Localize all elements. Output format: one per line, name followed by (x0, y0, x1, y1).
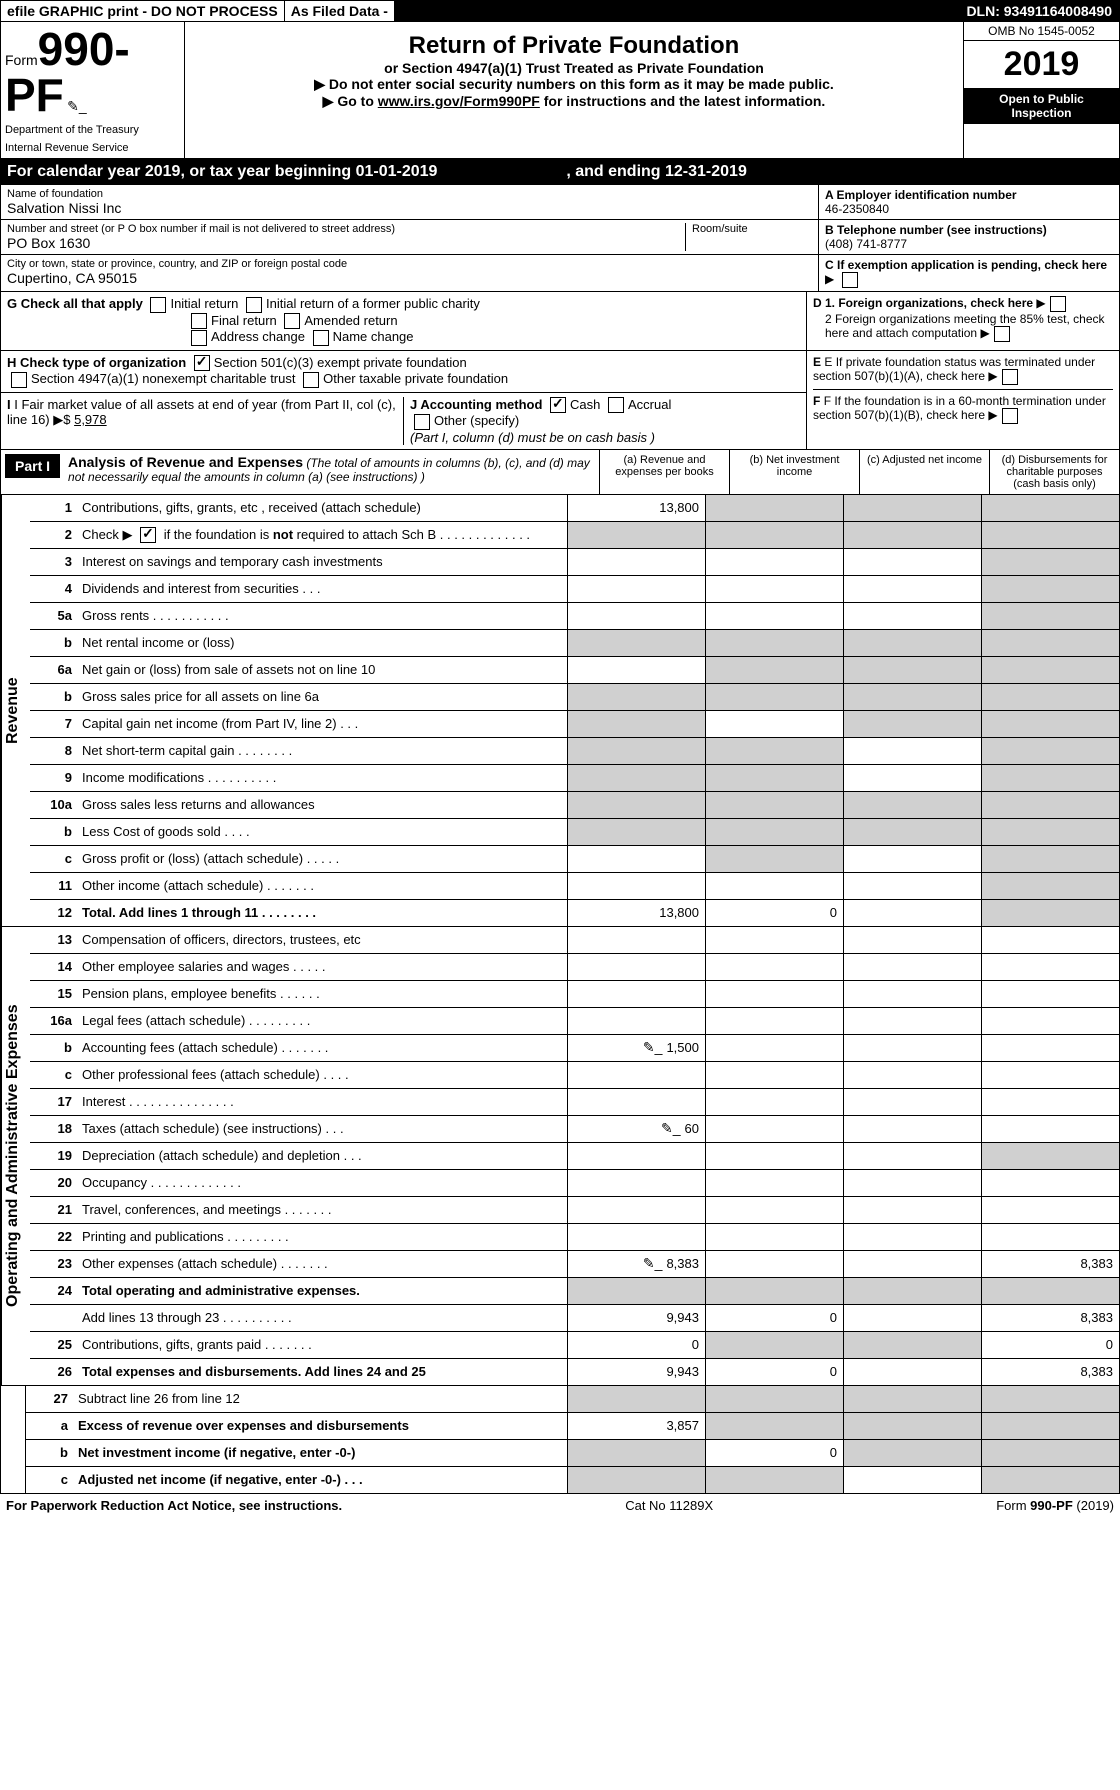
final-return-checkbox[interactable] (191, 313, 207, 329)
calendar-year-bar: For calendar year 2019, or tax year begi… (1, 159, 1119, 185)
line-5b: b Net rental income or (loss) (30, 630, 1119, 657)
line-17: 17Interest . . . . . . . . . . . . . . . (30, 1089, 1119, 1116)
irs-link[interactable]: www.irs.gov/Form990PF (378, 93, 540, 109)
f-checkbox[interactable] (1002, 408, 1018, 424)
col-a-header: (a) Revenue and expenses per books (599, 450, 729, 494)
exemption-row: C If exemption application is pending, c… (819, 255, 1119, 291)
line-15: 15Pension plans, employee benefits . . .… (30, 981, 1119, 1008)
foundation-info: Name of foundation Salvation Nissi Inc N… (1, 185, 1119, 292)
form-header: Form990-PF ✎_ Department of the Treasury… (1, 22, 1119, 159)
line-6a: 6a Net gain or (loss) from sale of asset… (30, 657, 1119, 684)
exemption-checkbox[interactable] (842, 272, 858, 288)
line-5a: 5a Gross rents . . . . . . . . . . . (30, 603, 1119, 630)
checks-section: G Check all that apply Initial return In… (1, 292, 1119, 351)
line-7: 7 Capital gain net income (from Part IV,… (30, 711, 1119, 738)
omb-block: OMB No 1545-0052 2019 Open to Public Ins… (963, 22, 1119, 158)
revenue-section: Revenue 1 Contributions, gifts, grants, … (1, 495, 1119, 926)
part1-header: Part I Analysis of Revenue and Expenses … (1, 450, 1119, 495)
line-8: 8 Net short-term capital gain . . . . . … (30, 738, 1119, 765)
line-1: 1 Contributions, gifts, grants, etc , re… (30, 495, 1119, 522)
address-row: Number and street (or P O box number if … (1, 220, 818, 255)
line-18: 18Taxes (attach schedule) (see instructi… (30, 1116, 1119, 1143)
col-c-header: (c) Adjusted net income (859, 450, 989, 494)
form-container: efile GRAPHIC print - DO NOT PROCESS As … (0, 0, 1120, 1494)
line-27: 27Subtract line 26 from line 12 (26, 1386, 1119, 1413)
line-10a: 10a Gross sales less returns and allowan… (30, 792, 1119, 819)
other-method-checkbox[interactable] (414, 414, 430, 430)
phone-row: B Telephone number (see instructions) (4… (819, 220, 1119, 255)
as-filed: As Filed Data - (285, 1, 395, 21)
line-20: 20Occupancy . . . . . . . . . . . . . (30, 1170, 1119, 1197)
d2-checkbox[interactable] (994, 326, 1010, 342)
line-24: 24Total operating and administrative exp… (30, 1278, 1119, 1305)
line-23: 23Other expenses (attach schedule) . . .… (30, 1251, 1119, 1278)
accrual-checkbox[interactable] (608, 397, 624, 413)
initial-return-checkbox[interactable] (150, 297, 166, 313)
line-16b: bAccounting fees (attach schedule) . . .… (30, 1035, 1119, 1062)
line-26: 26Total expenses and disbursements. Add … (30, 1359, 1119, 1385)
expenses-section: Operating and Administrative Expenses 13… (1, 926, 1119, 1385)
schb-checkbox[interactable] (140, 527, 156, 543)
line-22: 22Printing and publications . . . . . . … (30, 1224, 1119, 1251)
page-footer: For Paperwork Reduction Act Notice, see … (0, 1494, 1120, 1517)
efile-notice: efile GRAPHIC print - DO NOT PROCESS (1, 1, 285, 21)
line-25: 25Contributions, gifts, grants paid . . … (30, 1332, 1119, 1359)
city-row: City or town, state or province, country… (1, 255, 818, 289)
form-number-block: Form990-PF ✎_ Department of the Treasury… (1, 22, 185, 158)
line-11: 11 Other income (attach schedule) . . . … (30, 873, 1119, 900)
line-4: 4 Dividends and interest from securities… (30, 576, 1119, 603)
line-13: 13Compensation of officers, directors, t… (30, 927, 1119, 954)
i-j-row: I I Fair market value of all assets at e… (1, 393, 806, 449)
line-6b: b Gross sales price for all assets on li… (30, 684, 1119, 711)
amended-return-checkbox[interactable] (284, 313, 300, 329)
address-change-checkbox[interactable] (191, 330, 207, 346)
line-27c: cAdjusted net income (if negative, enter… (26, 1467, 1119, 1493)
top-bar: efile GRAPHIC print - DO NOT PROCESS As … (1, 1, 1119, 22)
4947-checkbox[interactable] (11, 372, 27, 388)
d1-checkbox[interactable] (1050, 296, 1066, 312)
col-d-header: (d) Disbursements for charitable purpose… (989, 450, 1119, 494)
treasury-icon: ✎_ (67, 98, 87, 115)
schedule-icon: ✎_ (643, 1039, 663, 1056)
line-21: 21Travel, conferences, and meetings . . … (30, 1197, 1119, 1224)
line-9: 9 Income modifications . . . . . . . . .… (30, 765, 1119, 792)
foundation-name-row: Name of foundation Salvation Nissi Inc (1, 185, 818, 220)
line-27a: aExcess of revenue over expenses and dis… (26, 1413, 1119, 1440)
arrow-icon: ▶ (825, 272, 834, 286)
schedule-icon: ✎_ (661, 1120, 681, 1137)
line-16a: 16aLegal fees (attach schedule) . . . . … (30, 1008, 1119, 1035)
form-title-block: Return of Private Foundation or Section … (185, 22, 963, 158)
line-10c: c Gross profit or (loss) (attach schedul… (30, 846, 1119, 873)
line-27b: bNet investment income (if negative, ent… (26, 1440, 1119, 1467)
line-19: 19Depreciation (attach schedule) and dep… (30, 1143, 1119, 1170)
line-3: 3 Interest on savings and temporary cash… (30, 549, 1119, 576)
line-14: 14Other employee salaries and wages . . … (30, 954, 1119, 981)
line-12: 12 Total. Add lines 1 through 11 . . . .… (30, 900, 1119, 926)
other-taxable-checkbox[interactable] (303, 372, 319, 388)
schedule-icon: ✎_ (643, 1255, 663, 1272)
line-10b: b Less Cost of goods sold . . . . (30, 819, 1119, 846)
name-change-checkbox[interactable] (313, 330, 329, 346)
col-b-header: (b) Net investment income (729, 450, 859, 494)
line-24b: Add lines 13 through 23 . . . . . . . . … (30, 1305, 1119, 1332)
line-2: 2 Check ▶ if the foundation is not requi… (30, 522, 1119, 549)
dln-cell: DLN: 93491164008490 (395, 1, 1119, 21)
e-checkbox[interactable] (1002, 369, 1018, 385)
initial-former-checkbox[interactable] (246, 297, 262, 313)
h-row: H Check type of organization Section 501… (1, 351, 806, 393)
501c3-checkbox[interactable] (194, 355, 210, 371)
line-27-section: 27Subtract line 26 from line 12 aExcess … (1, 1385, 1119, 1493)
cash-checkbox[interactable] (550, 397, 566, 413)
ein-row: A Employer identification number 46-2350… (819, 185, 1119, 220)
h-i-j-section: H Check type of organization Section 501… (1, 351, 1119, 450)
line-16c: cOther professional fees (attach schedul… (30, 1062, 1119, 1089)
